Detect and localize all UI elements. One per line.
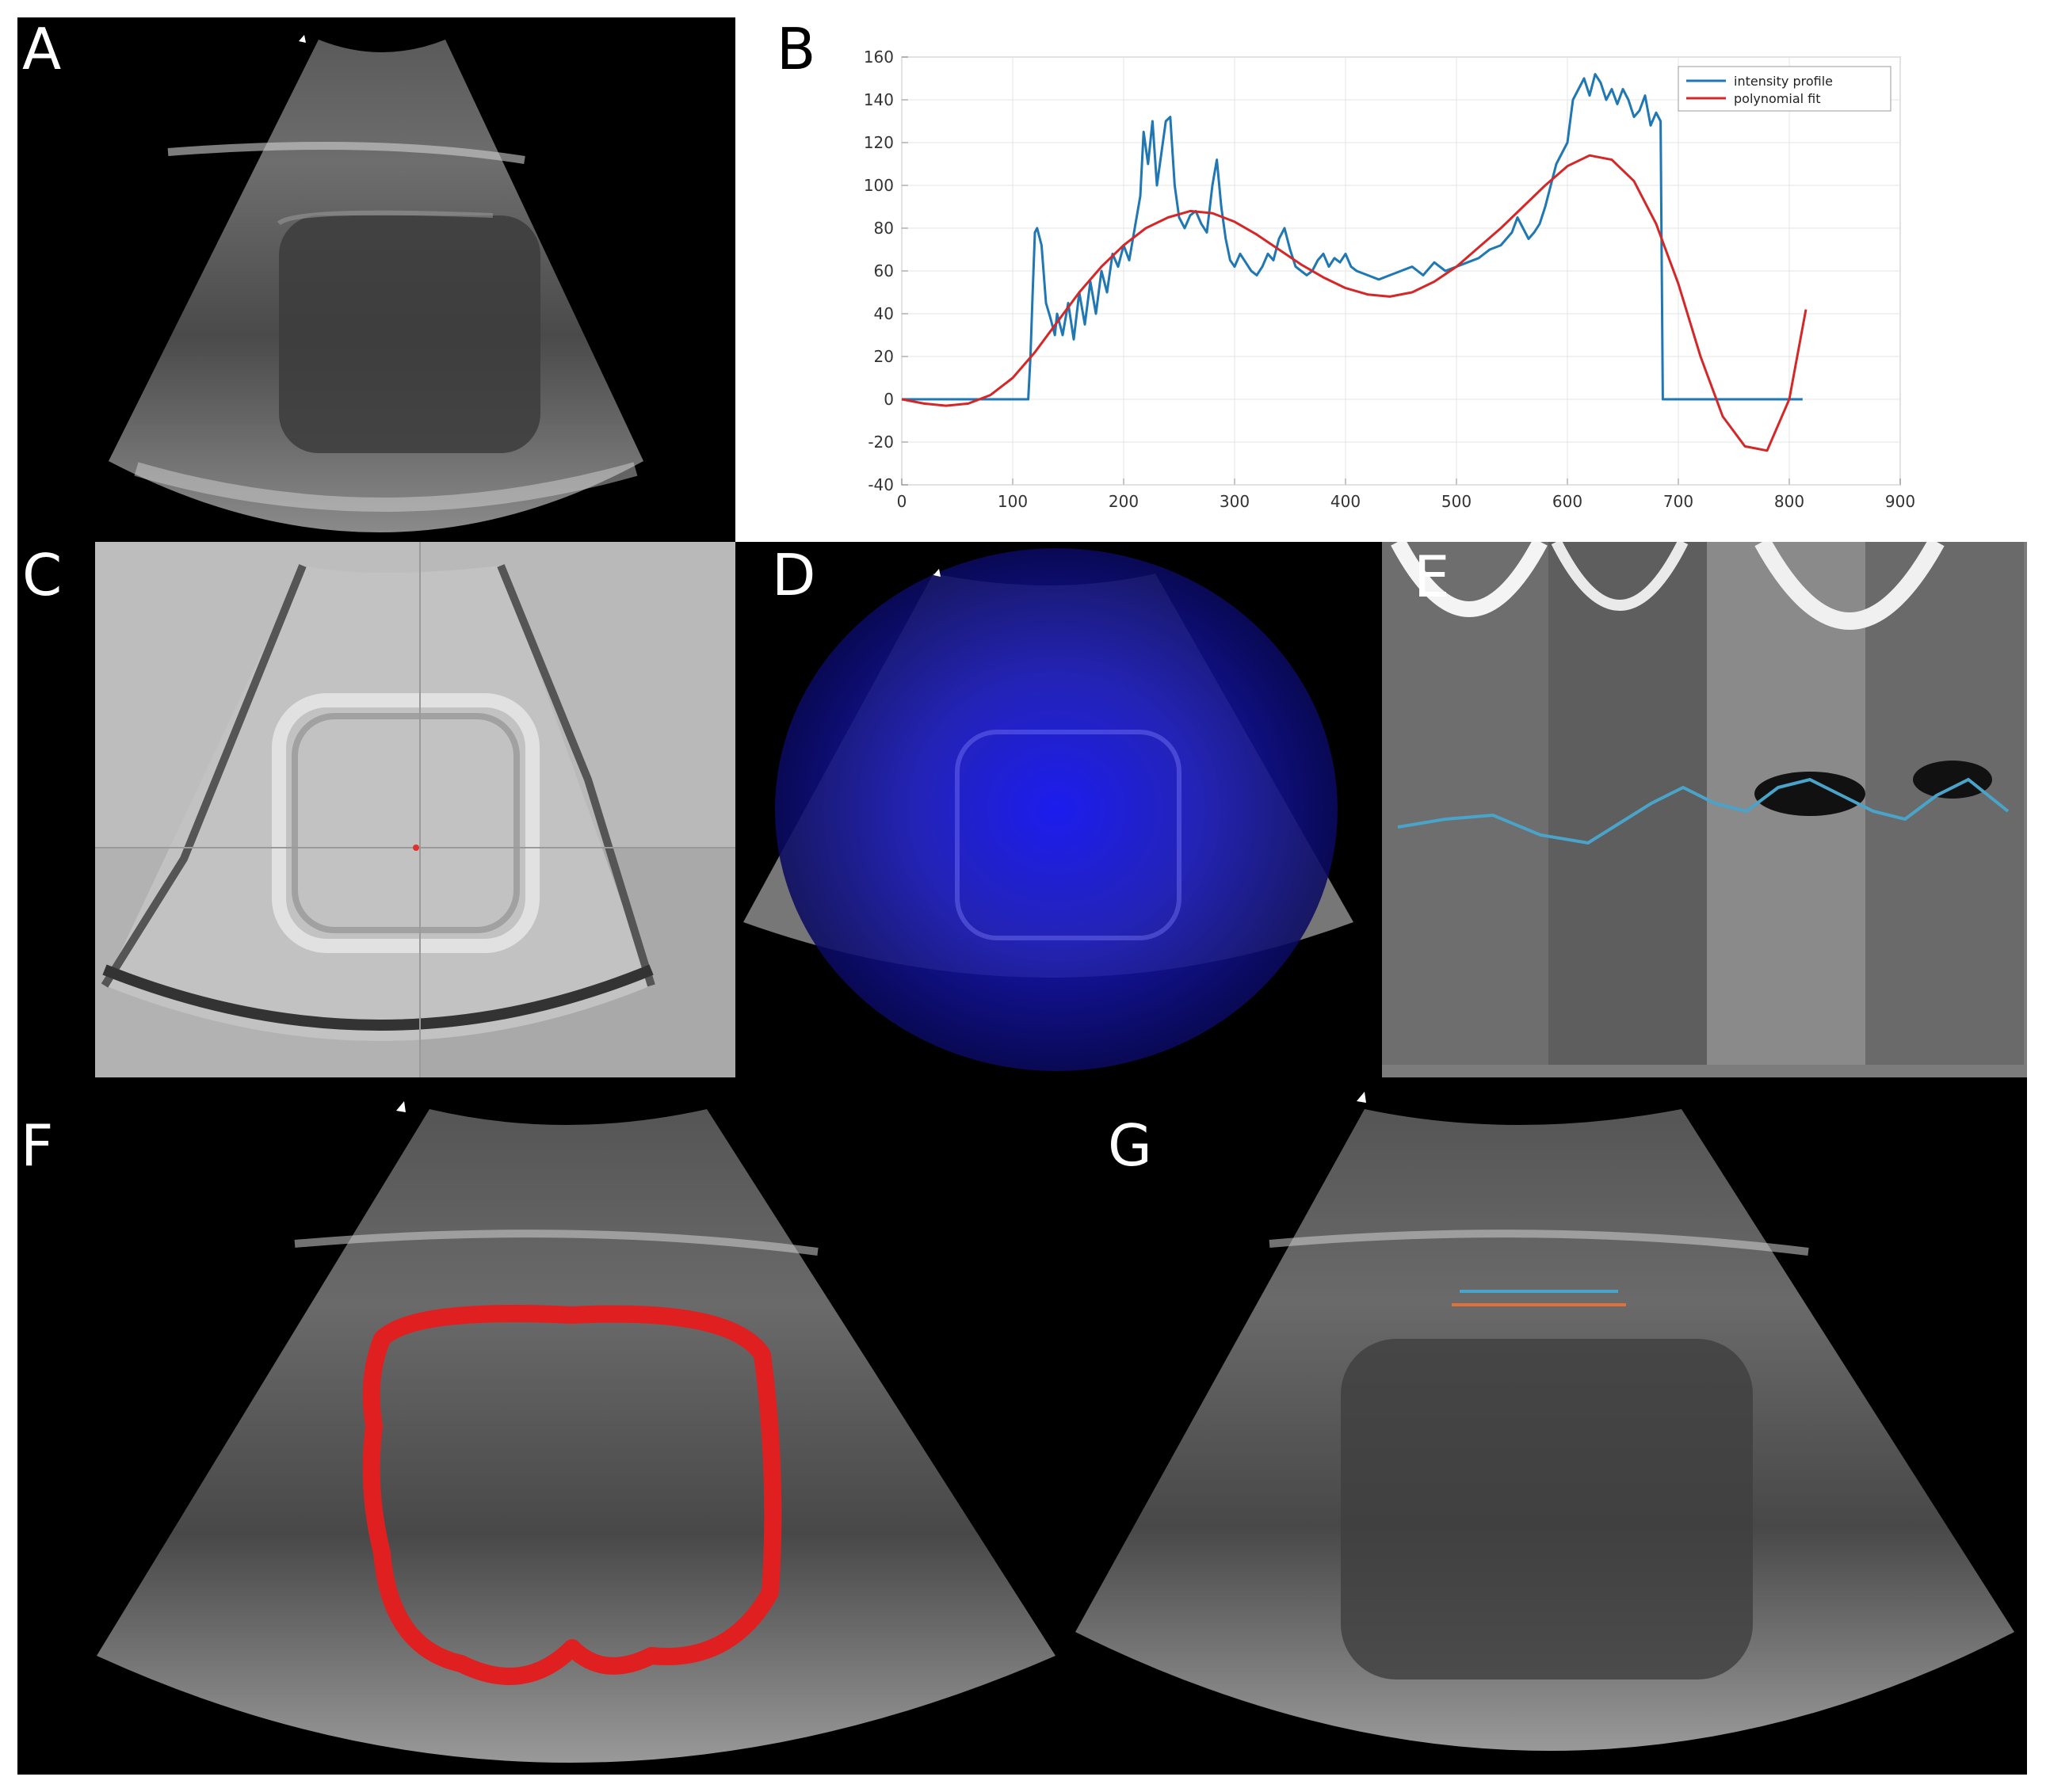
y-tick-label: 100 [864, 176, 894, 195]
y-tick-label: 80 [874, 219, 894, 238]
filtered-image-c [95, 542, 735, 1077]
panel-a-ultrasound: A [17, 17, 735, 542]
series-line-1 [902, 73, 1803, 401]
panel-label-b: B [777, 17, 816, 82]
y-tick-label: 40 [874, 304, 894, 323]
legend-label-2: polynomial fit [1734, 91, 1821, 106]
x-tick-label: 900 [1885, 492, 1915, 511]
panel-g-boundary: G [1071, 1077, 2027, 1775]
x-tick-label: 100 [998, 492, 1028, 511]
legend-box [1678, 66, 1891, 112]
panel-label-f: F [21, 1112, 54, 1179]
x-tick-label: 500 [1441, 492, 1472, 511]
panel-d-overlay: D [735, 542, 1382, 1077]
y-tick-label: -20 [868, 433, 894, 452]
segmentation-image-f [97, 1101, 1055, 1763]
y-tick-label: 120 [864, 133, 894, 152]
panel-label-c: C [22, 542, 63, 608]
panel-c-filtered: C [17, 542, 735, 1077]
panel-label-e: E [1414, 543, 1450, 610]
overlay-image-d [743, 548, 1353, 1071]
x-tick-label: 700 [1663, 492, 1693, 511]
series-line-2 [901, 154, 1808, 452]
intensity-chart: 0 100 200 300 400 500 600 700 800 900160140120100… [864, 48, 1915, 511]
y-tick-label: 160 [864, 48, 894, 67]
panel-e-unwrapped: E [1382, 542, 2027, 1077]
unwrapped-image-e [1382, 542, 2027, 1077]
x-tick-label: 300 [1220, 492, 1250, 511]
x-tick-label: 200 [1109, 492, 1139, 511]
x-tick-label: 800 [1774, 492, 1804, 511]
panel-label-g: G [1108, 1112, 1152, 1179]
panel-label-d: D [772, 542, 816, 608]
x-tick-label: 400 [1330, 492, 1361, 511]
panel-f-segmentation: F [17, 1077, 1071, 1775]
x-tick-label: 0 [897, 492, 907, 511]
y-tick-label: -40 [868, 475, 894, 494]
y-tick-label: 60 [874, 261, 894, 280]
x-tick-label: 600 [1552, 492, 1582, 511]
y-tick-label: 140 [864, 90, 894, 109]
y-tick-label: 20 [874, 347, 894, 366]
ultrasound-image-a [109, 35, 643, 532]
boundary-image-g [1075, 1092, 2014, 1751]
y-tick-label: 0 [884, 390, 894, 409]
panel-b-chart: 0 100 200 300 400 500 600 700 800 900 160 140 120 100… [735, 17, 2027, 542]
panel-label-a: A [22, 17, 62, 82]
legend-label-1: intensity profile [1734, 74, 1833, 89]
